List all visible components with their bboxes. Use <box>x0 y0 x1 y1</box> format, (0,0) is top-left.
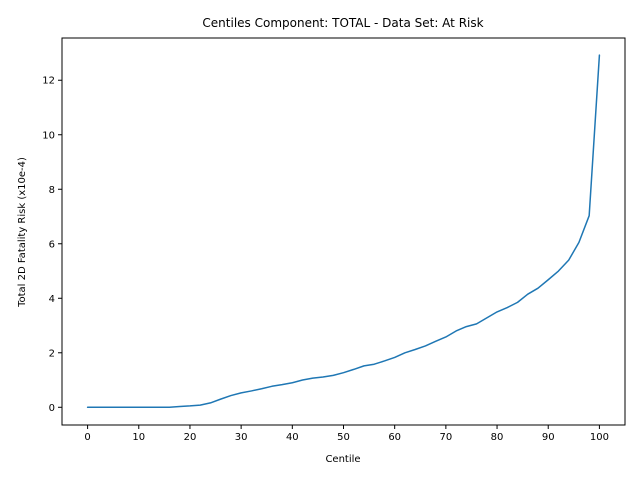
y-axis-label: Total 2D Fatality Risk (x10e-4) <box>17 157 28 308</box>
x-tick-label: 40 <box>286 432 299 443</box>
x-tick-label: 70 <box>439 432 452 443</box>
x-tick-label: 50 <box>337 432 350 443</box>
y-tick-label: 8 <box>49 185 55 196</box>
y-tick-label: 6 <box>49 239 55 250</box>
x-tick-label: 100 <box>590 432 609 443</box>
x-tick-label: 90 <box>542 432 555 443</box>
x-tick-label: 0 <box>84 432 90 443</box>
x-tick-label: 10 <box>132 432 145 443</box>
y-tick-label: 0 <box>49 403 55 414</box>
y-tick-label: 12 <box>42 76 55 87</box>
series-line-0 <box>86 54 601 409</box>
plot-area: 0 10 20 30 40 50 60 70 80 90 100 0 2 4 6 8 10 12 <box>42 37 626 443</box>
x-tick-label: 60 <box>388 432 401 443</box>
chart-title: Centiles Component: TOTAL - Data Set: At… <box>202 16 483 30</box>
x-tick-label: 20 <box>184 432 197 443</box>
plot-frame <box>61 37 626 426</box>
x-tick-label: 30 <box>235 432 248 443</box>
x-tick-label: 80 <box>491 432 504 443</box>
y-tick-label: 4 <box>49 294 55 305</box>
y-tick-label: 10 <box>42 130 55 141</box>
x-axis-label: Centile <box>325 454 360 465</box>
y-tick-label: 2 <box>49 348 55 359</box>
